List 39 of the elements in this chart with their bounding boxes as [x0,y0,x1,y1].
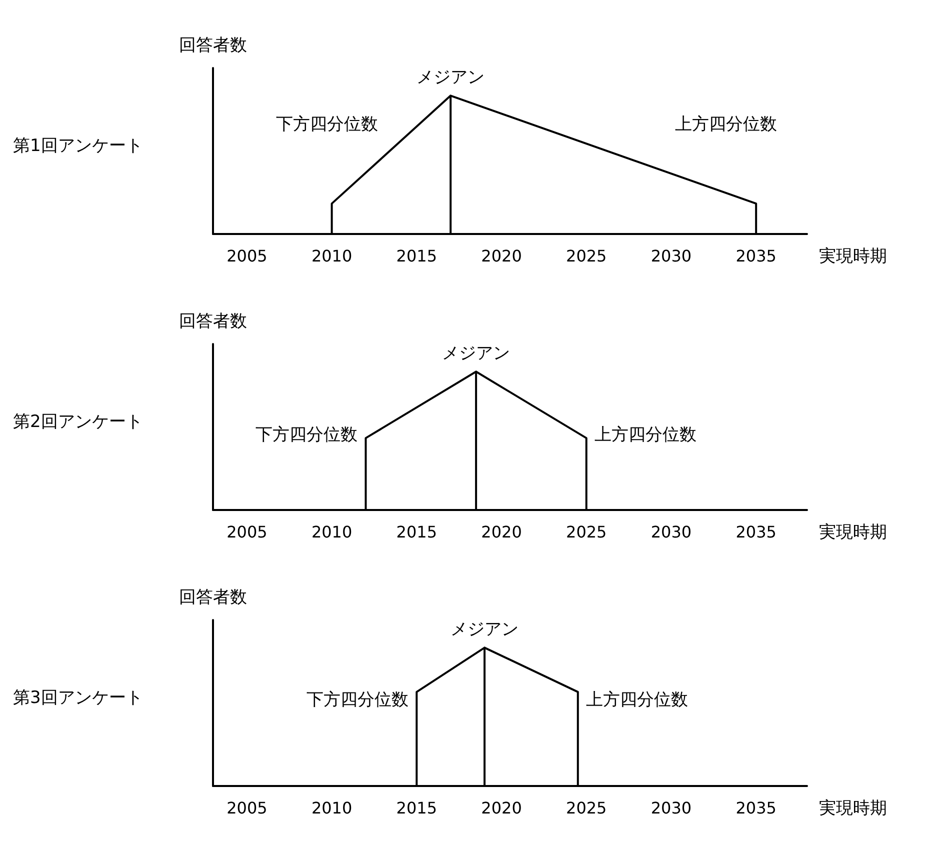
x-tick-label: 2010 [311,522,352,542]
y-axis-title: 回答者数 [179,36,247,56]
x-axis-title: 実現時期 [819,246,887,266]
y-axis-title: 回答者数 [179,588,247,608]
x-tick-label: 2010 [311,246,352,266]
text: メジアン [442,344,510,364]
text: メジアン [416,68,485,88]
x-tick-label: 2035 [736,522,776,542]
text: 第2回アンケート [13,412,143,432]
x-tick-label: 2035 [736,246,776,266]
annotation: 下方四分位数 [306,690,409,710]
x-tick-label: 2015 [396,798,438,818]
x-tick-label: 2020 [481,798,522,818]
text: 第1回アンケート [13,136,143,156]
x-axis-title: 実現時期 [819,522,887,542]
x-tick-label: 2005 [226,522,268,542]
annotation: 上方四分位数 [594,424,696,445]
x-axis-title: 実現時期 [819,798,887,818]
x-tick-label: 2015 [396,246,438,266]
x-tick-label: 2025 [566,522,607,542]
annotation: 上方四分位数 [675,114,778,135]
x-tick-label: 2030 [650,246,692,266]
annotation: 下方四分位数 [256,424,358,445]
annotation: 上方四分位数 [586,690,688,710]
x-tick-label: 2035 [736,798,776,818]
annotation: 下方四分位数 [276,114,378,135]
x-tick-label: 2010 [311,798,352,818]
x-tick-label: 2030 [650,798,692,818]
x-tick-label: 2025 [566,798,607,818]
x-tick-label: 2020 [481,246,522,266]
x-tick-label: 2005 [226,246,268,266]
x-tick-label: 2025 [566,246,607,266]
x-tick-label: 2020 [481,522,522,542]
x-tick-label: 2015 [396,522,438,542]
text: メジアン [450,620,519,640]
y-axis-title: 回答者数 [179,312,247,332]
x-tick-label: 2005 [226,798,268,818]
x-tick-label: 2030 [650,522,692,542]
text: 第3回アンケート [13,688,143,708]
